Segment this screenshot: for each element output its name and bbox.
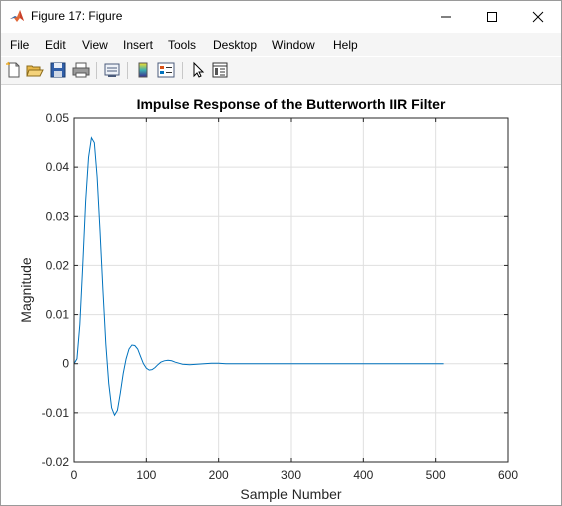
axis-ticks (73, 117, 509, 463)
title-bar[interactable]: Figure 17: Figure (1, 1, 561, 33)
x-tick-label: 200 (209, 468, 229, 482)
y-tick-label: 0 (62, 357, 69, 371)
menu-view[interactable]: View (82, 38, 108, 52)
x-tick-label: 400 (353, 468, 373, 482)
matlab-logo-icon (9, 8, 25, 24)
toolbar-separator (182, 62, 183, 79)
insert-colorbar-icon[interactable] (134, 61, 152, 79)
y-tick-labels: -0.02 -0.01 0 0.01 0.02 0.03 0.04 0.05 (42, 111, 70, 469)
x-tick-label: 500 (426, 468, 446, 482)
x-tick-label: 600 (498, 468, 518, 482)
open-file-icon[interactable] (26, 61, 44, 79)
close-button[interactable] (515, 1, 561, 33)
figure-canvas[interactable]: 0 100 200 300 400 500 600 -0.02 -0.01 0 0.01 0.02 0… (1, 85, 561, 505)
y-tick-label: 0.04 (46, 160, 70, 174)
menu-edit[interactable]: Edit (45, 38, 66, 52)
menu-window[interactable]: Window (272, 38, 315, 52)
x-tick-label: 300 (281, 468, 301, 482)
x-tick-label: 100 (136, 468, 156, 482)
minimize-button[interactable] (423, 1, 469, 33)
menu-file[interactable]: File (10, 38, 30, 52)
maximize-icon (487, 12, 497, 22)
link-plot-icon[interactable] (103, 61, 121, 79)
y-tick-label: 0.01 (46, 308, 70, 322)
toolbar-separator (96, 62, 97, 79)
y-tick-label: 0.02 (46, 258, 70, 272)
x-tick-label: 0 (71, 468, 78, 482)
y-axis-label: Magnitude (18, 257, 34, 323)
new-figure-icon[interactable] (5, 61, 23, 79)
menu-bar: File Edit View Insert Tools Desktop Wind… (1, 33, 561, 79)
minimize-icon (441, 16, 451, 18)
save-figure-icon[interactable] (49, 61, 67, 79)
menu-help[interactable]: Help (333, 38, 358, 52)
y-tick-label: 0.05 (46, 111, 70, 125)
x-tick-labels: 0 100 200 300 400 500 600 (71, 468, 519, 482)
menu-desktop[interactable]: Desktop (213, 38, 258, 52)
y-tick-label: -0.01 (42, 406, 70, 420)
menu-insert[interactable]: Insert (123, 38, 154, 52)
y-tick-label: 0.03 (46, 209, 70, 223)
x-axis-label: Sample Number (240, 486, 341, 502)
chart-title: Impulse Response of the Butterworth IIR … (137, 96, 446, 112)
impulse-response-line (73, 136, 444, 417)
toolbar-separator (127, 62, 128, 79)
figure-toolbar (1, 57, 561, 85)
window-title: Figure 17: Figure (31, 9, 123, 23)
menu-tools[interactable]: Tools (168, 38, 197, 52)
y-tick-label: -0.02 (42, 455, 70, 469)
plot-svg[interactable]: 0 100 200 300 400 500 600 -0.02 -0.01 0 0.01 0.02 0… (1, 85, 561, 505)
property-inspector-icon[interactable] (211, 61, 229, 79)
edit-plot-pointer-icon[interactable] (189, 61, 207, 79)
close-icon (532, 11, 544, 23)
maximize-button[interactable] (469, 1, 515, 33)
insert-legend-icon[interactable] (157, 61, 175, 79)
print-figure-icon[interactable] (72, 61, 90, 79)
